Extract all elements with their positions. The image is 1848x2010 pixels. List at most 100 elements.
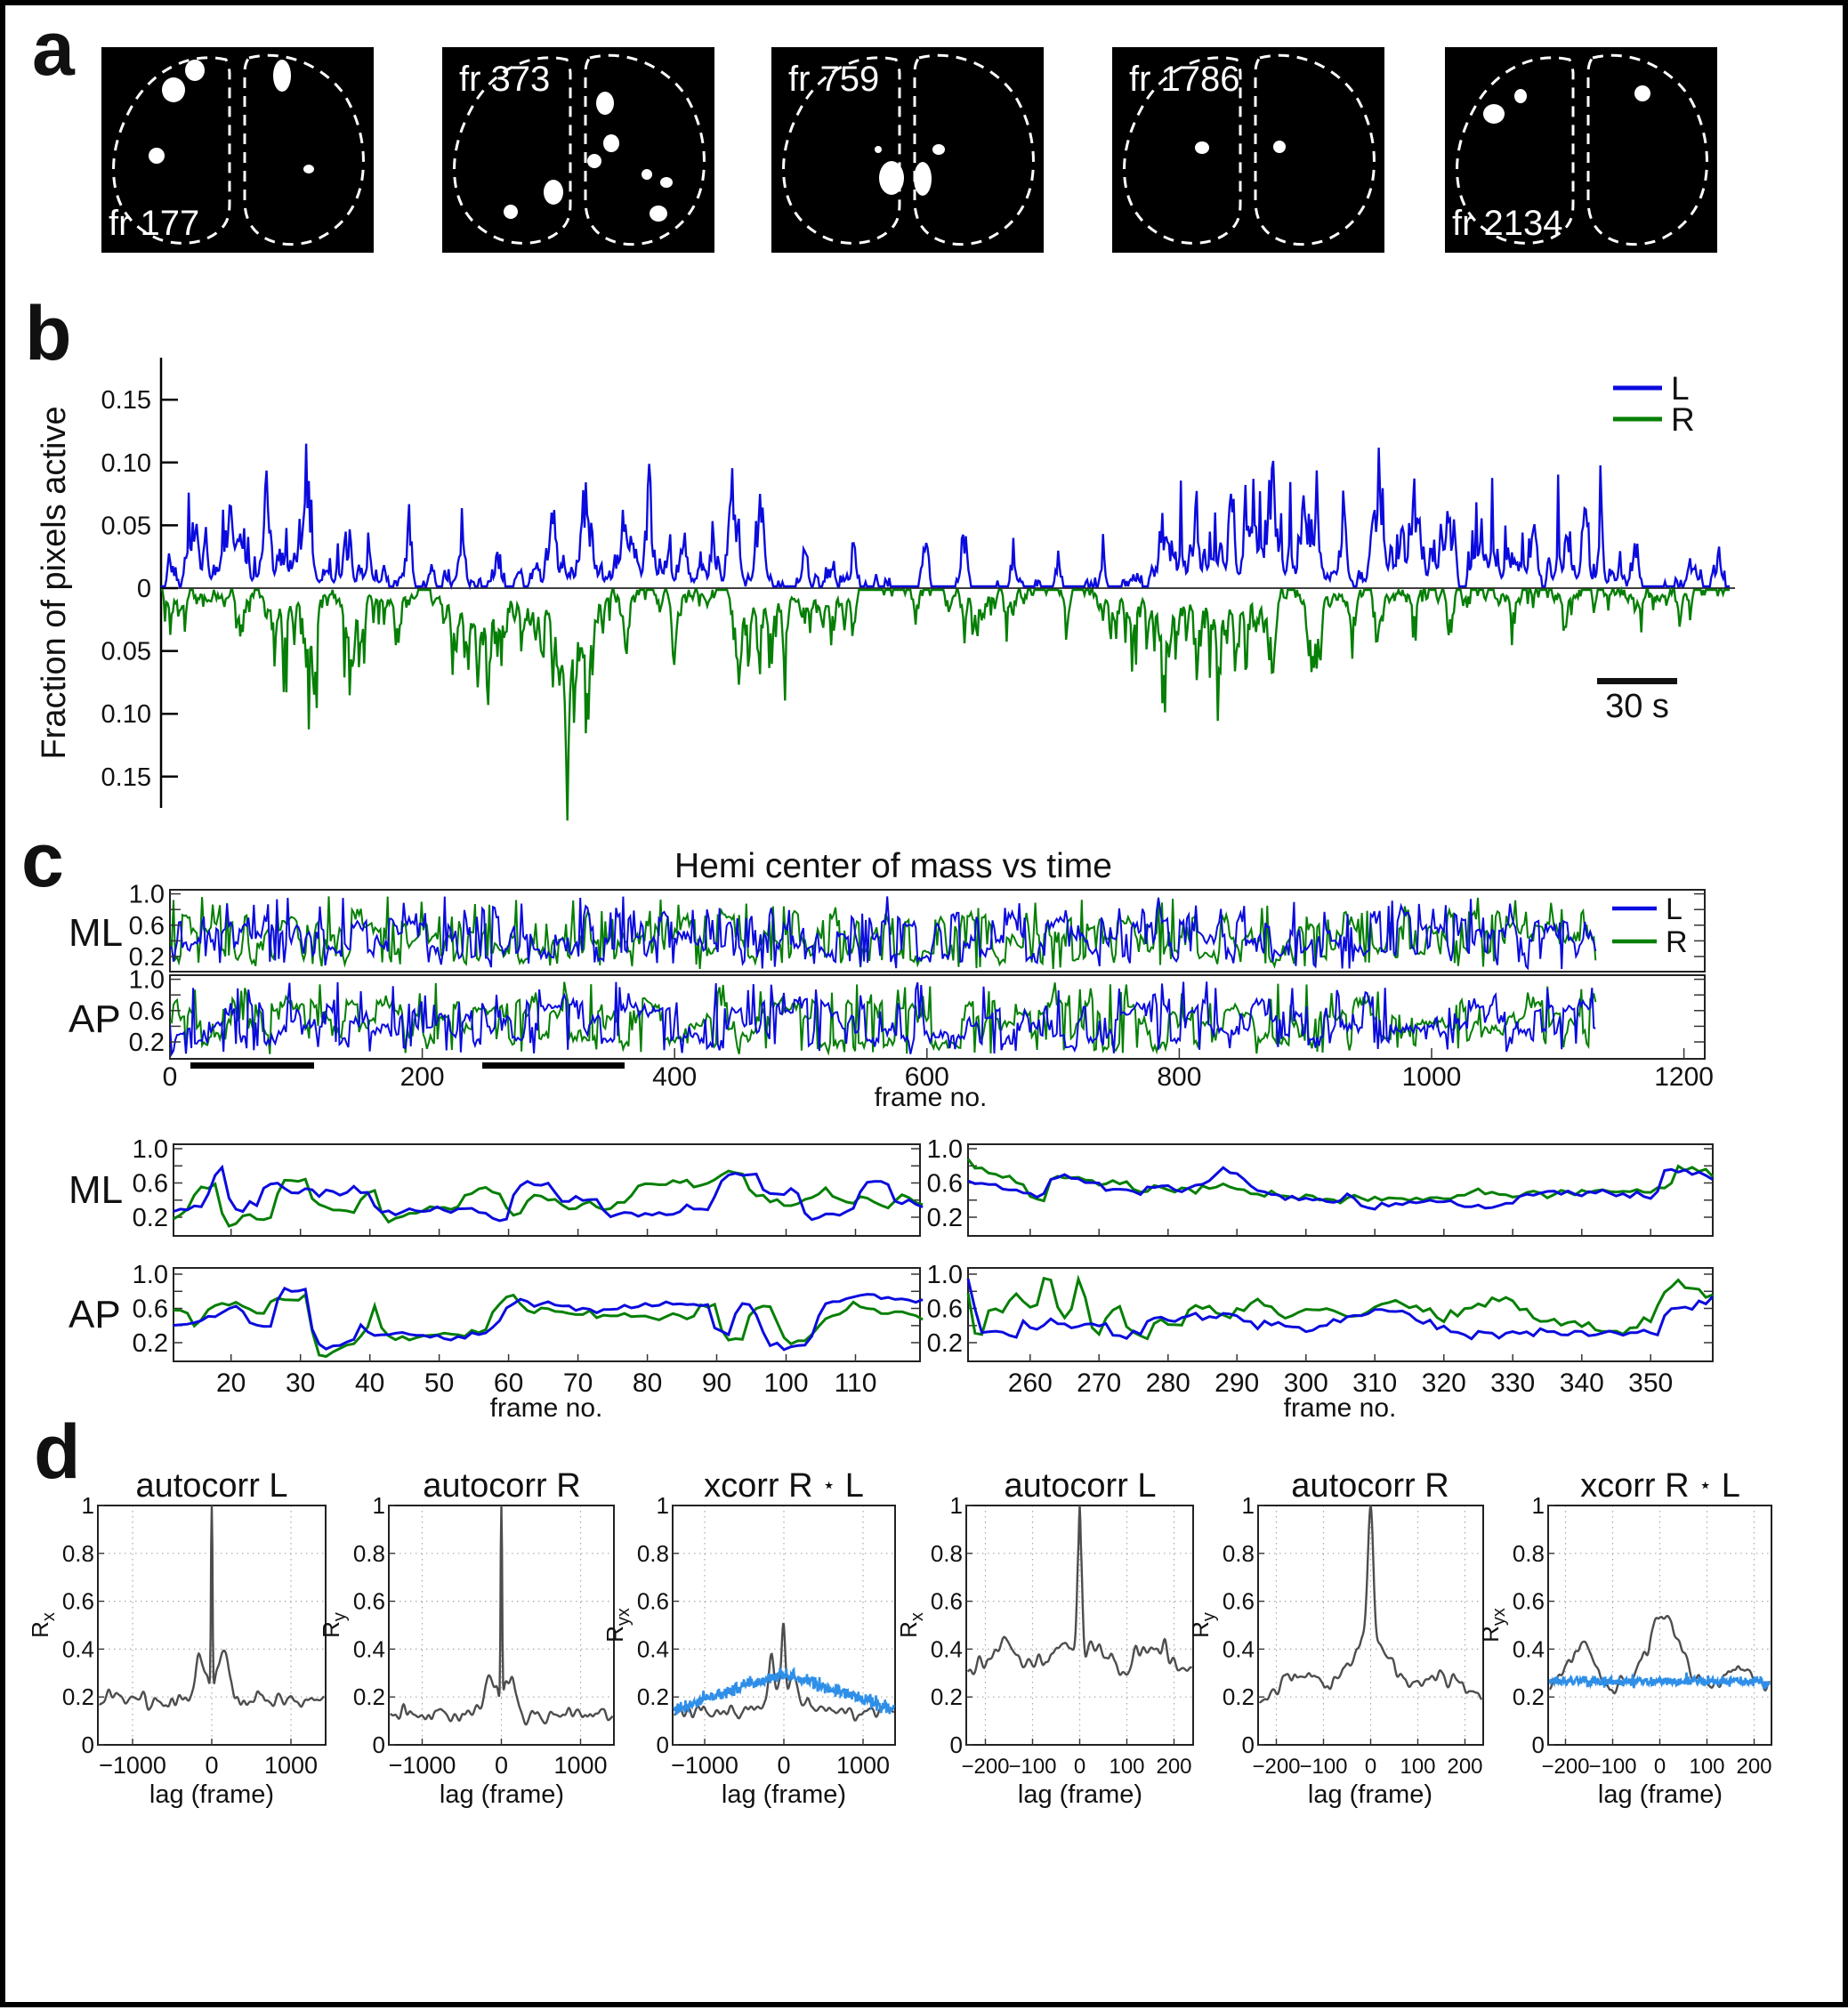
svg-text:200: 200 — [400, 1062, 445, 1092]
svg-text:0.8: 0.8 — [62, 1540, 94, 1567]
svg-text:−1000: −1000 — [671, 1752, 738, 1779]
svg-text:1.0: 1.0 — [133, 1261, 168, 1289]
svg-text:0.8: 0.8 — [1223, 1540, 1255, 1567]
svg-text:0.4: 0.4 — [931, 1635, 963, 1662]
svg-text:200: 200 — [1156, 1755, 1191, 1779]
svg-text:lag (frame): lag (frame) — [722, 1780, 846, 1809]
svg-text:400: 400 — [652, 1062, 697, 1092]
svg-text:1: 1 — [373, 1492, 385, 1519]
svg-text:1.0: 1.0 — [927, 1135, 963, 1164]
svg-text:lag (frame): lag (frame) — [1598, 1780, 1723, 1809]
svg-text:−1000: −1000 — [99, 1752, 166, 1779]
svg-text:Hemi center of mass vs time: Hemi center of mass vs time — [674, 847, 1112, 885]
svg-text:0: 0 — [373, 1732, 385, 1758]
svg-text:d: d — [34, 1409, 81, 1495]
svg-text:0: 0 — [1074, 1755, 1085, 1779]
svg-text:1200: 1200 — [1654, 1062, 1714, 1092]
svg-text:0: 0 — [1242, 1732, 1255, 1758]
svg-text:0: 0 — [205, 1752, 218, 1779]
svg-text:−200: −200 — [1541, 1755, 1589, 1779]
svg-text:0.10: 0.10 — [101, 449, 151, 478]
svg-text:Ry: Ry — [1187, 1612, 1219, 1638]
svg-text:0: 0 — [82, 1732, 94, 1758]
svg-text:0.6: 0.6 — [353, 1588, 385, 1615]
svg-text:300: 300 — [1284, 1368, 1328, 1398]
svg-text:R: R — [1666, 925, 1688, 959]
svg-text:0: 0 — [495, 1752, 508, 1779]
svg-text:0: 0 — [137, 575, 151, 603]
svg-text:280: 280 — [1146, 1368, 1190, 1398]
svg-text:xcorr R ⋆ L: xcorr R ⋆ L — [704, 1467, 864, 1505]
svg-text:0.4: 0.4 — [62, 1635, 94, 1662]
svg-text:1000: 1000 — [1402, 1062, 1462, 1092]
svg-text:0.2: 0.2 — [1513, 1683, 1545, 1710]
svg-text:autocorr R: autocorr R — [423, 1467, 580, 1505]
svg-text:80: 80 — [633, 1368, 662, 1398]
svg-text:90: 90 — [702, 1368, 731, 1398]
svg-text:50: 50 — [424, 1368, 454, 1398]
svg-text:0.6: 0.6 — [129, 997, 165, 1026]
svg-text:0.6: 0.6 — [62, 1588, 94, 1615]
svg-text:100: 100 — [763, 1368, 808, 1398]
svg-text:0.8: 0.8 — [637, 1540, 669, 1567]
svg-text:Fraction of pixels active: Fraction of pixels active — [36, 406, 73, 759]
svg-text:0.4: 0.4 — [1223, 1635, 1255, 1662]
svg-text:60: 60 — [494, 1368, 523, 1398]
svg-text:−200: −200 — [961, 1755, 1009, 1779]
svg-text:320: 320 — [1422, 1368, 1466, 1398]
svg-text:R: R — [1671, 401, 1695, 438]
svg-text:AP: AP — [69, 997, 121, 1041]
svg-text:0: 0 — [777, 1752, 790, 1779]
svg-text:1.0: 1.0 — [133, 1135, 168, 1164]
svg-text:frame no.: frame no. — [490, 1393, 603, 1423]
svg-text:frame no.: frame no. — [875, 1083, 988, 1112]
svg-text:20: 20 — [216, 1368, 246, 1398]
svg-text:−1000: −1000 — [389, 1752, 456, 1779]
svg-text:100: 100 — [1109, 1755, 1144, 1779]
svg-text:Ry: Ry — [318, 1612, 350, 1638]
svg-text:340: 340 — [1560, 1368, 1604, 1398]
svg-text:0.15: 0.15 — [101, 763, 151, 792]
svg-text:1.0: 1.0 — [129, 966, 165, 995]
svg-text:fr 2134: fr 2134 — [1452, 204, 1563, 243]
svg-text:0.15: 0.15 — [101, 386, 151, 415]
svg-text:autocorr R: autocorr R — [1291, 1467, 1449, 1505]
svg-text:Rx: Rx — [895, 1612, 927, 1638]
svg-text:290: 290 — [1215, 1368, 1259, 1398]
svg-text:L: L — [1671, 370, 1690, 407]
svg-text:Ryx: Ryx — [601, 1608, 633, 1643]
svg-text:L: L — [1666, 892, 1683, 926]
svg-text:200: 200 — [1447, 1755, 1482, 1779]
svg-text:270: 270 — [1077, 1368, 1121, 1398]
svg-text:40: 40 — [355, 1368, 384, 1398]
svg-text:b: b — [25, 291, 72, 376]
svg-text:1: 1 — [950, 1492, 963, 1519]
svg-text:0.2: 0.2 — [637, 1683, 669, 1710]
svg-text:0.6: 0.6 — [931, 1588, 963, 1615]
svg-text:260: 260 — [1008, 1368, 1053, 1398]
svg-text:0.2: 0.2 — [62, 1683, 94, 1710]
svg-text:30: 30 — [286, 1368, 315, 1398]
svg-text:fr 373: fr 373 — [459, 60, 550, 99]
svg-text:autocorr L: autocorr L — [135, 1467, 287, 1505]
svg-text:a: a — [32, 6, 76, 92]
svg-text:310: 310 — [1352, 1368, 1397, 1398]
svg-text:600: 600 — [905, 1062, 949, 1092]
svg-text:0.6: 0.6 — [927, 1296, 963, 1324]
svg-text:70: 70 — [563, 1368, 593, 1398]
svg-text:0.05: 0.05 — [101, 638, 151, 666]
svg-text:1: 1 — [1242, 1492, 1255, 1519]
svg-text:0.05: 0.05 — [101, 512, 151, 540]
svg-text:fr 177: fr 177 — [109, 204, 199, 243]
svg-text:0.6: 0.6 — [133, 1170, 168, 1199]
svg-text:0: 0 — [950, 1732, 963, 1758]
svg-text:1000: 1000 — [553, 1752, 607, 1779]
svg-text:0: 0 — [1365, 1755, 1376, 1779]
svg-text:200: 200 — [1736, 1755, 1771, 1779]
svg-text:frame no.: frame no. — [1284, 1393, 1397, 1423]
svg-text:0.8: 0.8 — [931, 1540, 963, 1567]
svg-text:0.6: 0.6 — [927, 1170, 963, 1199]
svg-text:30 s: 30 s — [1605, 688, 1669, 725]
svg-text:lag (frame): lag (frame) — [1308, 1780, 1432, 1809]
svg-text:fr 759: fr 759 — [788, 60, 879, 99]
